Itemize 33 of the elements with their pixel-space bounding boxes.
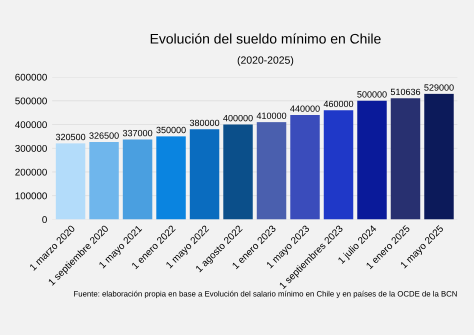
y-tick-label: 100000 — [16, 192, 47, 200]
data-label: 350000 — [156, 126, 186, 134]
data-label: 337000 — [122, 130, 152, 136]
data-label: 400000 — [223, 114, 253, 122]
bar — [424, 94, 454, 220]
bar — [89, 142, 119, 220]
data-label: 500000 — [357, 91, 387, 98]
y-tick-label: 500000 — [15, 98, 47, 104]
bar — [256, 122, 286, 220]
bar — [122, 139, 152, 220]
data-label: 410000 — [256, 112, 286, 119]
y-tick-label: 0 — [42, 216, 47, 224]
bar — [56, 143, 86, 220]
bar — [324, 110, 354, 220]
bar — [156, 136, 186, 220]
bar — [223, 124, 253, 220]
y-tick-label: 300000 — [15, 144, 47, 152]
y-tick-label: 600000 — [15, 74, 47, 81]
y-tick-label: 200000 — [15, 168, 47, 176]
data-label: 440000 — [290, 105, 320, 112]
bar — [357, 100, 387, 220]
data-label: 529000 — [424, 84, 454, 91]
bar — [390, 98, 420, 220]
data-label: 460000 — [324, 100, 354, 108]
data-label: 510636 — [390, 88, 420, 96]
data-label: 320500 — [56, 134, 86, 140]
chart-title: Evolución del sueldo mínimo en Chile — [150, 33, 381, 44]
bar — [190, 129, 220, 220]
data-label: 380000 — [190, 120, 220, 126]
chart-subtitle: (2020-2025) — [238, 56, 294, 66]
bar — [290, 115, 320, 220]
data-label: 326500 — [89, 132, 119, 139]
y-tick-label: 400000 — [15, 121, 47, 128]
